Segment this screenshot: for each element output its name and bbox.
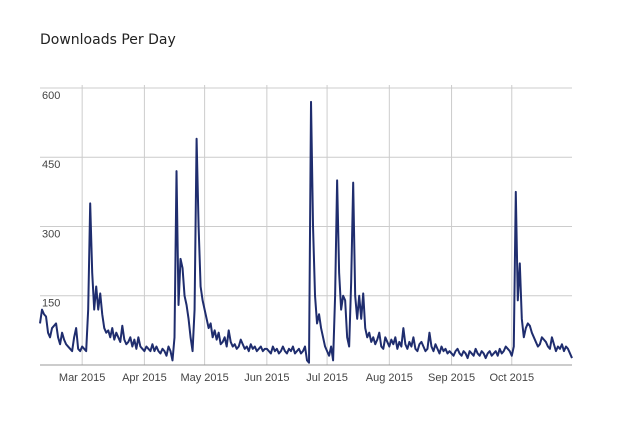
y-tick-label: 600 [42,90,60,102]
x-tick-label: Oct 2015 [489,372,534,384]
x-tick-label: Jun 2015 [244,372,289,384]
x-tick-label: Sep 2015 [428,372,475,384]
x-tick-label: Apr 2015 [122,372,167,384]
x-tick-label: May 2015 [180,372,228,384]
y-tick-label: 300 [42,228,60,240]
x-tick-label: Aug 2015 [366,372,413,384]
data-line [39,100,573,364]
x-tick-label: Jul 2015 [306,372,348,384]
y-tick-label: 450 [42,159,60,171]
chart-title: Downloads Per Day [40,32,176,48]
y-tick-label: 150 [42,298,60,310]
x-tick-label: Mar 2015 [59,372,105,384]
